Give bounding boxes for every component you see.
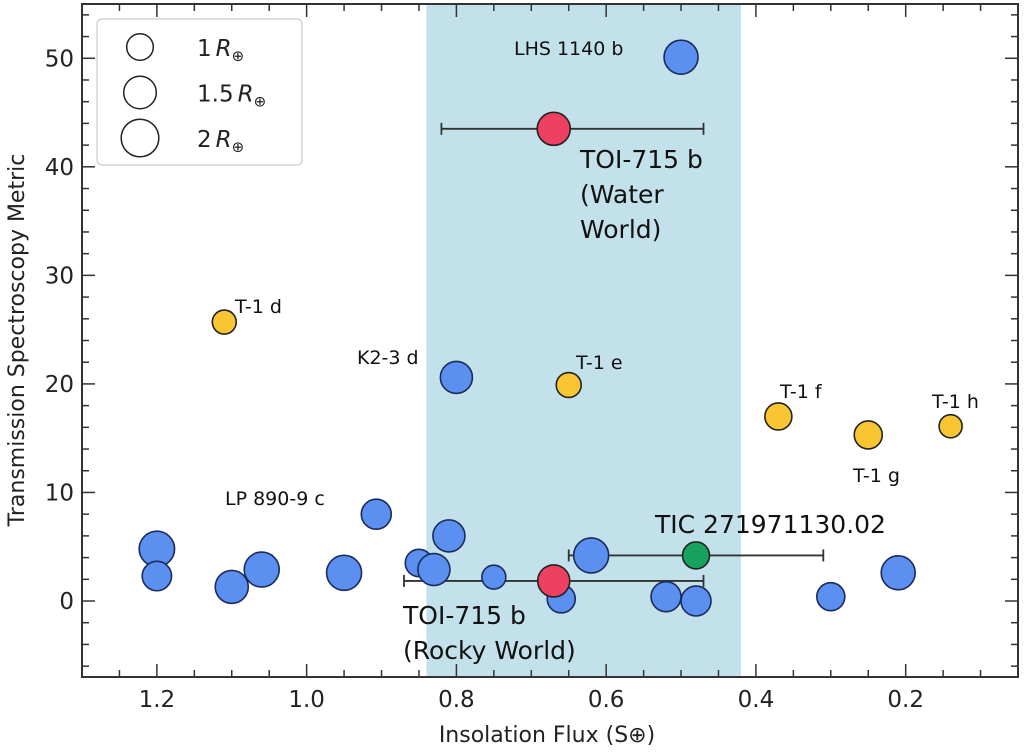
x-tick-label: 0.6	[588, 687, 625, 713]
y-tick-label: 0	[59, 589, 74, 615]
legend-box	[96, 18, 303, 166]
point-label-line: TIC 271971130.02	[654, 510, 886, 539]
point-label: K2-3 d	[357, 347, 419, 369]
legend-marker	[122, 75, 158, 110]
point-label: T-1 g	[852, 465, 900, 487]
data-point-other	[650, 580, 682, 613]
point-label-line: K2-3 d	[357, 347, 419, 369]
point-label: T-1 d	[234, 296, 282, 318]
data-point-other	[432, 519, 466, 553]
point-label: TIC 271971130.02	[654, 510, 886, 539]
point-label-line: T-1 g	[852, 465, 900, 487]
point-label-line: TOI-715 b	[579, 145, 703, 174]
data-point-other	[572, 537, 610, 574]
point-label-line: LHS 1140 b	[514, 38, 623, 60]
data-point-other	[360, 498, 393, 530]
y-tick-label: 10	[45, 480, 74, 506]
point-label: TOI-715 b (Rocky World)	[402, 601, 576, 665]
legend-label: 1 R⊕	[197, 36, 244, 65]
y-tick-label: 40	[45, 155, 74, 181]
legend-label-unit: R	[216, 36, 232, 62]
legend-label-subscript: ⊕	[254, 93, 267, 111]
y-tick-label: 30	[45, 263, 74, 289]
legend-label-unit: R	[238, 82, 254, 108]
legend-label-number: 1.5	[197, 82, 234, 108]
data-point-trappist	[853, 420, 884, 450]
point-label-line: T-1 h	[931, 391, 979, 413]
data-point-other	[880, 555, 916, 591]
point-label-line: (Rocky World)	[403, 636, 576, 665]
legend-label: 1.5 R⊕	[197, 82, 266, 111]
data-point-toi715	[536, 564, 571, 598]
data-point-trappist	[938, 413, 963, 439]
point-label: TOI-715 b (Water World)	[579, 145, 703, 244]
point-label: T-1 h	[931, 391, 979, 413]
shaded-region	[426, 4, 741, 677]
x-tick-label: 1.2	[139, 687, 176, 713]
legend-label-subscript: ⊕	[232, 138, 245, 156]
data-point-other	[439, 360, 474, 395]
legend-label-subscript: ⊕	[232, 47, 245, 65]
data-point-other	[243, 551, 281, 588]
data-point-other	[141, 560, 173, 592]
point-label-line: LP 890-9 c	[225, 488, 325, 510]
data-point-other	[214, 569, 250, 605]
point-label-line: T-1 e	[575, 352, 623, 374]
data-point-trappist	[555, 371, 582, 399]
x-tick-label: 0.4	[738, 687, 775, 713]
x-tick-label: 1.0	[288, 687, 325, 713]
x-tick-label: 0.2	[887, 687, 924, 713]
point-label-line: TOI-715 b	[402, 601, 526, 630]
legend-marker	[125, 32, 155, 62]
legend-label: 2 R⊕	[197, 127, 244, 156]
point-label: T-1 e	[575, 352, 623, 374]
y-axis-title: Transmission Spectroscopy Metric	[5, 154, 30, 528]
data-point-trappist	[211, 309, 238, 335]
point-label-line: T-1 f	[779, 381, 823, 403]
legend-label-number: 1	[197, 36, 212, 62]
point-label: T-1 f	[779, 381, 823, 403]
point-label-line: T-1 d	[234, 296, 282, 318]
data-point-trappist	[764, 402, 793, 431]
legend-label-number: 2	[197, 127, 212, 153]
data-point-other	[815, 581, 846, 612]
data-point-other	[663, 39, 699, 75]
point-label-line: World)	[580, 215, 661, 244]
data-point-toi715	[536, 111, 572, 147]
legend-marker	[120, 118, 160, 158]
legend-label-unit: R	[216, 127, 232, 153]
data-point-other	[481, 564, 507, 590]
point-label-line: (Water	[580, 180, 664, 209]
x-axis-title: Insolation Flux (S⊕)	[439, 723, 655, 748]
point-label: LP 890-9 c	[225, 488, 325, 510]
x-tick-label: 0.8	[438, 687, 475, 713]
data-point-other	[417, 552, 451, 587]
data-point-tic	[681, 541, 711, 570]
y-tick-label: 50	[45, 46, 74, 72]
data-point-other	[680, 585, 712, 617]
y-tick-label: 20	[45, 372, 74, 398]
point-label: LHS 1140 b	[514, 38, 623, 60]
data-point-other	[325, 554, 363, 592]
